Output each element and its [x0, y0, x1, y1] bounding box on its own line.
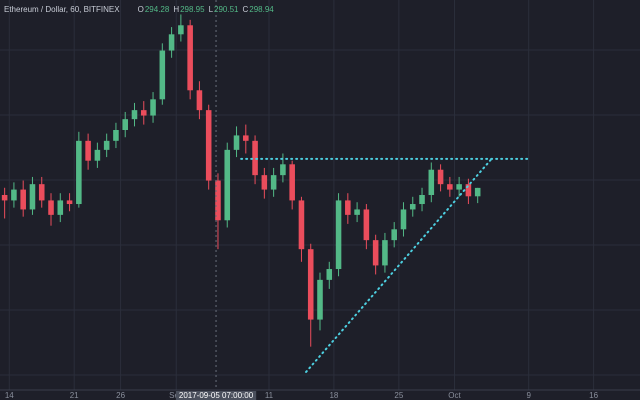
x-tick-label: 25	[394, 391, 403, 400]
candle-body	[456, 184, 462, 190]
ohlc-label: L	[209, 5, 214, 14]
candle-body	[196, 90, 203, 111]
candle-body	[363, 209, 370, 241]
candle-body	[437, 169, 444, 185]
candle-body	[419, 195, 425, 205]
candle-body	[474, 187, 481, 197]
candle-body	[11, 189, 17, 201]
candle-body	[1, 195, 8, 201]
candle-body	[409, 204, 416, 210]
candle-body	[103, 140, 110, 150]
x-tick-label: 26	[116, 391, 125, 400]
drawings	[240, 157, 530, 373]
ohlc-label: C	[242, 5, 248, 14]
candle-body	[428, 169, 435, 195]
candle-body	[205, 110, 212, 181]
candle-body	[261, 175, 268, 190]
candle-body	[400, 209, 407, 230]
x-tick-label: 9	[526, 391, 531, 400]
candles	[1, 14, 481, 347]
vertical-grid	[8, 0, 595, 390]
candle-body	[66, 200, 73, 205]
candle-body	[122, 119, 128, 130]
candle-body	[345, 200, 351, 215]
x-tick-label: 16	[589, 391, 598, 400]
candle-body	[20, 189, 26, 210]
candle-body	[94, 149, 101, 161]
chart-title: Ethereum / Dollar, 60, BITFINEX	[4, 5, 120, 14]
candle-body	[168, 34, 175, 51]
ohlc-value: 298.95	[180, 5, 205, 14]
x-tick-label: 14	[5, 391, 14, 400]
ohlc-value: 294.28	[145, 5, 170, 14]
x-tick-label: 11	[265, 391, 274, 400]
candle-body	[150, 99, 156, 116]
ohlc-value: 298.94	[249, 5, 274, 14]
candle-body	[307, 249, 314, 320]
candle-body	[48, 200, 54, 215]
ohlc-label: O	[138, 5, 144, 14]
candle-body	[326, 269, 333, 280]
candle-body	[382, 240, 388, 266]
candle-body	[187, 25, 193, 91]
candle-body	[215, 180, 221, 221]
x-tick-label: 21	[70, 391, 79, 400]
candle-body	[298, 200, 305, 250]
candle-body	[391, 229, 397, 241]
candle-body	[29, 184, 36, 210]
candle-body	[317, 279, 323, 320]
ohlc-value: 290.51	[214, 5, 239, 14]
candle-body	[38, 184, 45, 201]
candle-body	[178, 25, 184, 35]
x-tick-label: 18	[329, 391, 338, 400]
x-tick-label: Oct	[448, 391, 461, 400]
candle-body	[243, 135, 249, 141]
candle-body	[252, 140, 258, 176]
trend-line	[305, 157, 493, 373]
candle-body	[280, 164, 286, 176]
candle-body	[372, 240, 379, 266]
candle-body	[159, 50, 166, 100]
candle-body	[233, 135, 240, 150]
candle-body	[335, 200, 342, 270]
candle-body	[289, 164, 295, 201]
candle-body	[131, 110, 138, 120]
candle-body	[57, 200, 64, 215]
crosshair-label: 2017-09-05 07:00:00	[179, 391, 254, 400]
candle-body	[76, 140, 82, 205]
candle-body	[85, 140, 91, 161]
crosshair-label-box	[175, 391, 257, 400]
candle-body	[224, 149, 231, 221]
header: Ethereum / Dollar, 60, BITFINEX O 294.28 H…	[4, 5, 274, 14]
x-axis: 142126Sep111825Oct9162017-09-05 07:00:00	[5, 0, 599, 400]
candle-body	[140, 110, 147, 116]
ohlc-label: H	[173, 5, 179, 14]
candle-body	[270, 175, 277, 190]
candle-body	[465, 184, 472, 197]
candle-body	[354, 209, 360, 215]
candle-body	[447, 184, 453, 190]
candle-body	[113, 130, 119, 141]
